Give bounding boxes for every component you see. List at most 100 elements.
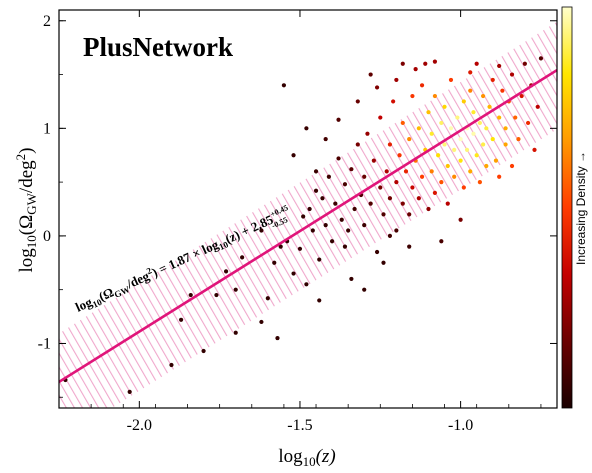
data-point bbox=[477, 120, 482, 126]
data-point bbox=[410, 185, 415, 190]
data-point bbox=[362, 223, 367, 228]
data-point bbox=[339, 217, 344, 222]
y-tick-label: -1 bbox=[38, 335, 51, 352]
data-point bbox=[291, 271, 296, 276]
data-point bbox=[387, 233, 393, 238]
data-point bbox=[471, 110, 476, 115]
data-point bbox=[307, 206, 312, 212]
data-point bbox=[497, 115, 502, 120]
data-point bbox=[432, 93, 438, 99]
data-point bbox=[313, 169, 319, 174]
y-tick-label: 1 bbox=[43, 120, 51, 137]
data-point bbox=[349, 167, 354, 172]
y-tick-label: 2 bbox=[43, 13, 51, 30]
data-point bbox=[416, 196, 421, 201]
data-point bbox=[397, 153, 402, 158]
x-tick-label: -2.0 bbox=[127, 417, 152, 434]
data-point bbox=[474, 153, 479, 158]
data-point bbox=[214, 292, 219, 298]
data-point bbox=[317, 257, 322, 262]
data-point bbox=[381, 260, 386, 265]
data-point bbox=[304, 282, 309, 287]
data-point bbox=[432, 190, 438, 195]
data-point bbox=[188, 292, 193, 298]
colorbar: Increasing Density → bbox=[561, 6, 588, 409]
data-point bbox=[387, 142, 393, 147]
data-point bbox=[403, 169, 409, 174]
y-axis-label: log10(ΩGW/deg2) bbox=[13, 148, 39, 273]
data-point bbox=[500, 88, 505, 93]
plot-frame bbox=[58, 9, 558, 409]
data-point bbox=[468, 70, 473, 75]
data-point bbox=[259, 228, 264, 233]
data-point bbox=[275, 335, 280, 341]
data-point bbox=[419, 174, 425, 179]
data-point bbox=[419, 83, 425, 88]
data-point bbox=[349, 276, 354, 282]
data-point bbox=[497, 174, 502, 179]
y-tick-label: 0 bbox=[43, 228, 51, 245]
data-point bbox=[374, 249, 380, 255]
data-point bbox=[323, 223, 328, 228]
data-point bbox=[423, 61, 428, 66]
data-point bbox=[323, 136, 328, 142]
data-point bbox=[513, 115, 518, 120]
data-point bbox=[535, 104, 540, 109]
data-point bbox=[432, 59, 438, 64]
data-point bbox=[381, 212, 386, 217]
data-point bbox=[281, 83, 287, 88]
data-point bbox=[394, 180, 399, 185]
data-point bbox=[458, 136, 463, 142]
data-point bbox=[484, 163, 489, 169]
data-point bbox=[468, 88, 473, 93]
data-point bbox=[355, 142, 360, 147]
data-point bbox=[525, 120, 531, 126]
data-point bbox=[342, 244, 348, 249]
data-point bbox=[378, 115, 383, 120]
data-point bbox=[487, 104, 492, 109]
data-point bbox=[387, 196, 393, 201]
data-point bbox=[240, 255, 245, 260]
data-point bbox=[497, 63, 502, 69]
data-point bbox=[452, 147, 457, 152]
data-point bbox=[458, 217, 463, 222]
x-axis-ticks: -2.0 -1.5 -1.0 bbox=[58, 10, 542, 434]
data-point bbox=[477, 180, 482, 185]
data-point bbox=[346, 228, 351, 233]
data-point bbox=[490, 136, 495, 142]
data-point bbox=[233, 287, 238, 292]
data-point bbox=[519, 93, 524, 99]
data-point bbox=[394, 228, 399, 233]
data-point bbox=[442, 104, 447, 109]
data-point bbox=[336, 156, 341, 161]
fit-line bbox=[59, 69, 557, 384]
x-axis-label: log10(z) bbox=[278, 446, 335, 469]
data-point bbox=[333, 201, 338, 206]
data-point bbox=[493, 158, 499, 163]
data-point bbox=[336, 117, 341, 122]
data-point bbox=[448, 126, 454, 131]
data-point bbox=[233, 330, 238, 335]
chart-title: PlusNetwork bbox=[83, 32, 233, 62]
data-point bbox=[355, 99, 360, 104]
data-point bbox=[439, 180, 444, 185]
data-point bbox=[400, 201, 405, 206]
data-point bbox=[169, 362, 174, 368]
data-point bbox=[223, 269, 229, 274]
data-point bbox=[400, 61, 405, 66]
data-point bbox=[407, 244, 412, 249]
data-point bbox=[407, 136, 412, 142]
data-point bbox=[429, 169, 434, 174]
data-point bbox=[448, 77, 454, 83]
data-point bbox=[426, 206, 431, 212]
data-point bbox=[317, 298, 322, 303]
data-point bbox=[371, 158, 376, 163]
data-point bbox=[416, 126, 421, 131]
data-point bbox=[365, 131, 370, 136]
data-point bbox=[503, 126, 508, 131]
data-point bbox=[503, 142, 508, 147]
data-point bbox=[455, 115, 460, 120]
data-point bbox=[201, 348, 206, 354]
data-point bbox=[522, 61, 527, 66]
